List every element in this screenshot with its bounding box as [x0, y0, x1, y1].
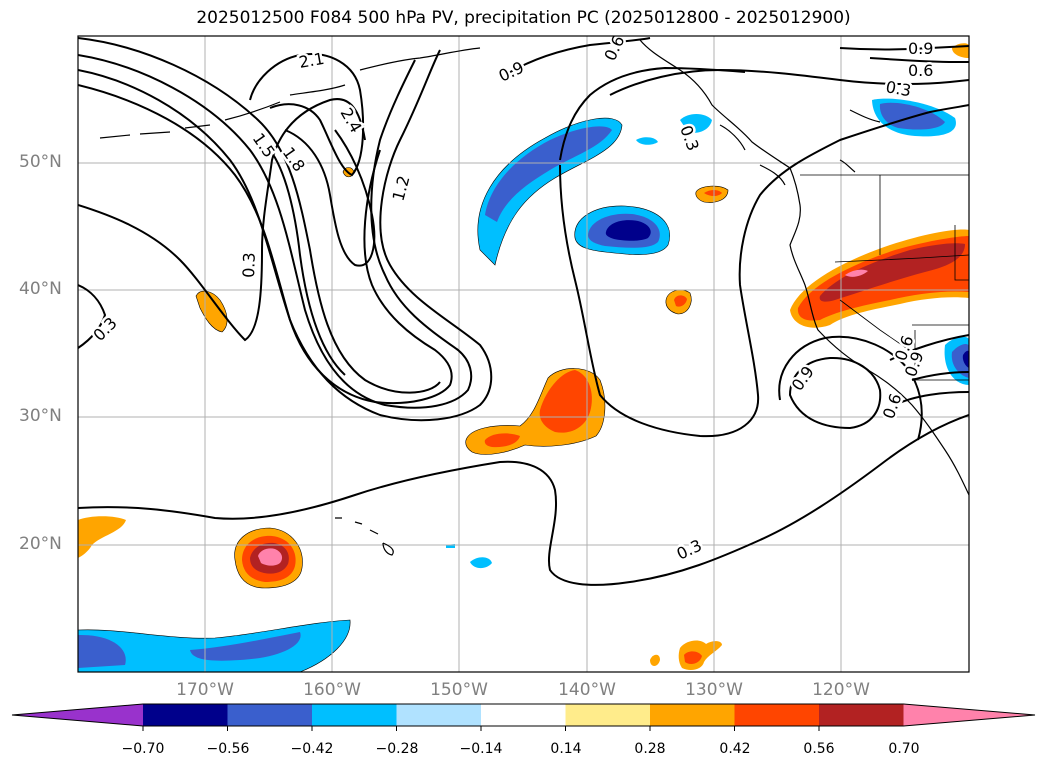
contour-label: 0.9: [908, 39, 933, 58]
colorbar-segment: [734, 704, 820, 726]
lon-label: 150°W: [430, 680, 488, 700]
colorbar-tick-label: −0.42: [290, 741, 334, 757]
contour-label: 0.9: [788, 363, 818, 395]
colorbar-tick-label: 0.28: [634, 741, 666, 757]
contour-pv-1.2-mid: [559, 66, 746, 161]
contour-label: 2.1: [297, 49, 325, 72]
lon-label: 140°W: [558, 680, 616, 700]
gridlines: [78, 36, 969, 672]
colorbar-segment: [227, 704, 313, 726]
contour-pv-0.9-east: [504, 37, 651, 76]
precip-negative-core-north: [485, 126, 612, 222]
pv-contours: [78, 37, 969, 586]
colorbar-extend-low: [12, 704, 143, 726]
precip-negative-blob-core: [605, 220, 651, 241]
lon-label: 120°W: [812, 680, 870, 700]
contour-pv-1.2: [78, 84, 453, 405]
lat-label: 40°N: [19, 279, 62, 299]
contour-label: 1.2: [389, 174, 414, 204]
contour-pv-0.3-south: [78, 414, 969, 586]
colorbar-tick-label: 0.70: [888, 741, 920, 757]
contour-pv-0.3-east: [609, 68, 969, 96]
colorbar-tick-label: −0.14: [459, 741, 503, 757]
map-frame: [77, 35, 970, 673]
contour-pv-0.6-pacific: [559, 104, 969, 438]
contour-label: 0.3: [89, 313, 120, 344]
contour-pv-0.9-coast: [788, 356, 882, 430]
contour-pv-1.5: [78, 37, 441, 394]
contour-label: 0.3: [884, 77, 912, 100]
contour-pv-0.6-ridge: [78, 49, 493, 422]
contour-label: 1.8: [279, 143, 309, 175]
colorbar-segment: [650, 704, 735, 726]
precip-negative-coast: [680, 114, 712, 133]
colorbar-tick-label: 0.56: [803, 741, 835, 757]
precip-negative-south-band: [78, 619, 351, 672]
contour-label: 0.3: [674, 536, 705, 564]
contour-pv-0.6-ne: [869, 57, 969, 63]
colorbar-extend-high: [903, 704, 1035, 726]
contour-label: 0.9: [496, 58, 527, 86]
lon-label: 160°W: [303, 680, 361, 700]
colorbar-tick-label: −0.70: [121, 741, 165, 757]
lat-label: 30°N: [19, 406, 62, 426]
coastlines: [99, 39, 969, 556]
colorbar-tick-label: 0.42: [719, 741, 751, 757]
map-title: 2025012500 F084 500 hPa PV, precipitatio…: [196, 8, 851, 28]
lon-label: 130°W: [685, 680, 743, 700]
contour-label: 2.4: [337, 105, 366, 137]
colorbar-tick-label: −0.28: [375, 741, 419, 757]
contour-pv-0.6-coast: [778, 334, 969, 441]
colorbar-tick-label: −0.56: [206, 741, 250, 757]
colorbar: [11, 703, 1036, 731]
lat-label: 20°N: [19, 534, 62, 554]
colorbar-segment: [481, 704, 566, 726]
colorbar-tick-label: 0.14: [550, 741, 582, 757]
contour-label: 0.6: [908, 61, 933, 80]
contour-pv-0.9-ridge: [78, 54, 473, 409]
lat-label: 50°N: [19, 152, 62, 172]
contour-label: 0.6: [600, 33, 628, 64]
contour-pv-0.3-north: [78, 98, 366, 342]
contour-pv-2.1: [249, 53, 365, 177]
contour-pv-0.9-ne: [839, 45, 969, 51]
colorbar-segment: [396, 704, 482, 726]
colorbar-segment: [819, 704, 904, 726]
borders: [800, 174, 969, 381]
colorbar-segment: [565, 704, 651, 726]
colorbar-segment: [143, 704, 228, 726]
contour-label: 0.3: [239, 252, 259, 278]
contour-pv-0.3-west: [78, 284, 107, 349]
contour-pv-1.8: [269, 129, 376, 376]
colorbar-segment: [312, 704, 397, 726]
lon-label: 170°W: [176, 680, 234, 700]
precip-negative-band-north: [477, 117, 623, 266]
